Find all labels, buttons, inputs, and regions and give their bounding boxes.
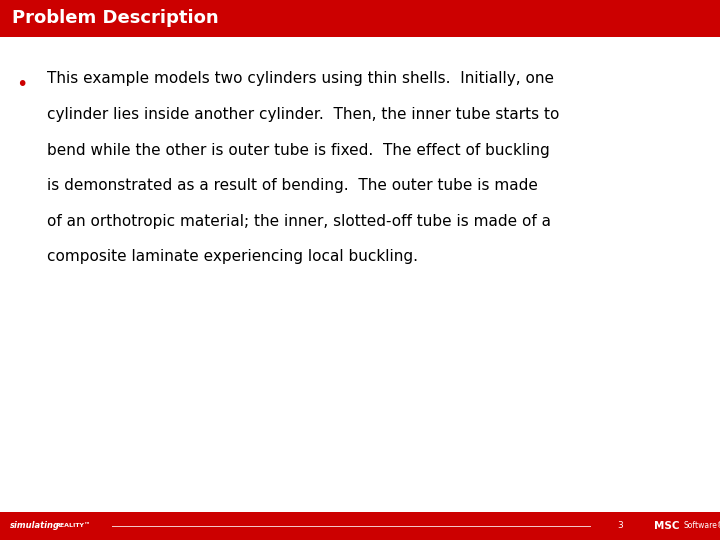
Bar xyxy=(0,512,720,540)
Text: •: • xyxy=(16,75,27,93)
Text: simulating: simulating xyxy=(10,522,60,530)
Text: This example models two cylinders using thin shells.  Initially, one: This example models two cylinders using … xyxy=(47,71,554,86)
Text: Software®: Software® xyxy=(684,522,720,530)
Text: bend while the other is outer tube is fixed.  The effect of buckling: bend while the other is outer tube is fi… xyxy=(47,143,549,158)
Text: Problem Description: Problem Description xyxy=(12,9,218,28)
Text: cylinder lies inside another cylinder.  Then, the inner tube starts to: cylinder lies inside another cylinder. T… xyxy=(47,107,559,122)
Text: MSC: MSC xyxy=(654,521,679,531)
Text: composite laminate experiencing local buckling.: composite laminate experiencing local bu… xyxy=(47,249,418,265)
Text: is demonstrated as a result of bending.  The outer tube is made: is demonstrated as a result of bending. … xyxy=(47,178,538,193)
Bar xyxy=(0,0,720,37)
Text: 3: 3 xyxy=(618,522,624,530)
Text: of an orthotropic material; the inner, slotted-off tube is made of a: of an orthotropic material; the inner, s… xyxy=(47,214,551,229)
Text: REALITY™: REALITY™ xyxy=(55,523,91,529)
